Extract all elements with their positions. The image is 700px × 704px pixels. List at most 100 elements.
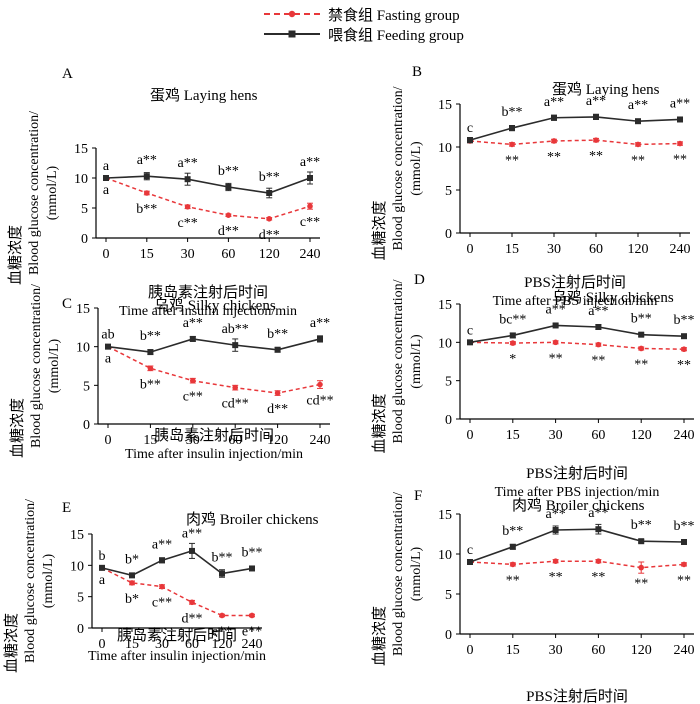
y-tick-label: 0: [83, 418, 90, 433]
y-axis-label-en: Blood glucose concentration/: [29, 284, 44, 448]
series-line-fasting: [107, 345, 321, 394]
significance-label-feeding: a**: [137, 153, 157, 168]
significance-label-fasting: cd**: [306, 394, 333, 409]
significance-label-fasting: d**: [218, 224, 239, 239]
data-point-feeding: [551, 114, 557, 121]
significance-label-fasting: c**: [177, 216, 197, 231]
x-tick-label: 60: [591, 428, 605, 443]
significance-label-feeding: b**: [674, 519, 695, 534]
panel-d: D 乌鸡 Silky chickens 血糖浓度 Blood glucose conc…: [362, 272, 700, 500]
data-point-feeding: [232, 342, 239, 349]
data-point-feeding: [317, 335, 323, 342]
significance-label-feeding: c: [467, 121, 473, 136]
significance-label-fasting: **: [673, 153, 687, 168]
panel-f: F 肉鸡 Broiler chickens 血糖浓度 Blood glucose co…: [362, 486, 700, 704]
panel-letter: B: [412, 64, 422, 80]
y-axis-label-en: Blood glucose concentration/: [27, 111, 42, 275]
x-tick-label: 240: [670, 242, 691, 257]
significance-label-fasting: d**: [267, 402, 288, 417]
significance-label-feeding: a**: [545, 507, 565, 522]
y-axis-label-cn: 血糖浓度: [9, 398, 26, 458]
data-point-feeding: [159, 557, 165, 564]
y-tick-label: 10: [438, 336, 452, 351]
x-tick-label: 120: [259, 247, 280, 262]
data-point-feeding: [189, 547, 195, 554]
significance-label-fasting: **: [589, 149, 603, 164]
y-axis-label-cn: 血糖浓度: [3, 613, 20, 673]
y-tick-label: 5: [83, 379, 90, 394]
x-tick-label: 60: [221, 247, 235, 262]
y-tick-label: 15: [438, 508, 452, 523]
data-point-fasting: [317, 381, 323, 388]
y-axis-label: 血糖浓度 Blood glucose concentration/(mmol/L): [371, 279, 424, 453]
significance-label-fasting: a: [103, 183, 110, 198]
data-point-feeding: [184, 176, 191, 183]
x-axis-label-en: Time after insulin injection/min: [88, 649, 266, 664]
significance-label-feeding: b**: [631, 312, 652, 327]
legend-label-fasting: 禁食组 Fasting group: [328, 7, 460, 24]
data-point-feeding: [105, 343, 111, 350]
x-tick-label: 240: [242, 637, 263, 652]
x-tick-label: 240: [674, 428, 695, 443]
x-axis-label-en: Time after PBS injection/min: [493, 294, 658, 309]
x-tick-label: 60: [591, 643, 605, 658]
x-axis-label-en: Time after insulin injection/min: [119, 304, 297, 319]
y-tick-label: 0: [445, 227, 452, 242]
data-point-feeding: [219, 570, 225, 577]
y-axis-label-unit: (mmol/L): [45, 165, 60, 220]
y-axis-label-unit: (mmol/L): [409, 546, 424, 601]
x-tick-label: 120: [631, 428, 652, 443]
data-point-feeding: [467, 559, 473, 565]
significance-label-fasting: b*: [125, 592, 139, 607]
significance-label-feeding: a**: [670, 96, 690, 111]
series-line-feeding: [107, 338, 321, 353]
data-point-fasting: [225, 212, 232, 218]
series-line-feeding: [105, 175, 311, 194]
data-point-feeding: [99, 564, 105, 571]
data-point-fasting: [159, 583, 165, 590]
data-point-fasting: [147, 365, 154, 372]
chart-f: F 肉鸡 Broiler chickens 血糖浓度 Blood glucose co…: [371, 488, 695, 704]
significance-label-feeding: ab**: [222, 322, 249, 337]
significance-label-feeding: a**: [183, 316, 203, 331]
data-point-feeding: [509, 332, 516, 339]
data-point-fasting: [510, 340, 516, 346]
y-tick-label: 10: [76, 341, 90, 356]
x-axis-label-cn: 胰岛素注射后时间: [117, 627, 237, 644]
y-tick-label: 0: [77, 622, 84, 637]
significance-label-fasting: **: [634, 577, 648, 592]
x-tick-label: 240: [310, 433, 331, 448]
significance-label-feeding: a**: [545, 302, 565, 317]
data-point-fasting: [681, 346, 687, 353]
x-tick-label: 15: [125, 637, 139, 652]
y-tick-label: 15: [70, 528, 84, 543]
significance-label-feeding: b**: [674, 313, 695, 328]
data-point-feeding: [225, 184, 232, 190]
data-point-fasting: [595, 558, 602, 564]
chart-title: 肉鸡 Broiler chickens: [512, 497, 645, 514]
x-tick-label: 60: [228, 433, 242, 448]
series-line-feeding: [101, 550, 253, 577]
significance-label-feeding: a**: [300, 155, 320, 170]
y-axis-label-unit: (mmol/L): [41, 553, 56, 608]
significance-label-feeding: a**: [588, 506, 608, 521]
y-axis-label: 血糖浓度 Blood glucose concentration/(mmol/L): [9, 284, 62, 458]
data-point-feeding: [681, 333, 687, 340]
chart-title: 乌鸡 Silky chickens: [552, 289, 674, 306]
data-point-feeding: [638, 538, 645, 545]
data-point-fasting: [266, 216, 273, 222]
y-tick-label: 15: [438, 98, 452, 113]
data-point-fasting: [593, 137, 599, 143]
significance-label-feeding: a**: [182, 526, 202, 541]
chart-title: 蛋鸡 Laying hens: [150, 87, 258, 104]
x-tick-label: 60: [185, 637, 199, 652]
y-axis-label: 血糖浓度 Blood glucose concentration/(mmol/L): [3, 499, 56, 673]
data-point-fasting: [551, 138, 557, 144]
data-point-feeding: [638, 331, 645, 338]
data-point-feeding: [509, 543, 516, 550]
significance-label-feeding: a**: [628, 98, 648, 113]
x-tick-label: 0: [103, 247, 110, 262]
significance-label-fasting: d**: [182, 611, 203, 626]
significance-label-feeding: b**: [502, 524, 523, 539]
x-tick-label: 15: [143, 433, 157, 448]
